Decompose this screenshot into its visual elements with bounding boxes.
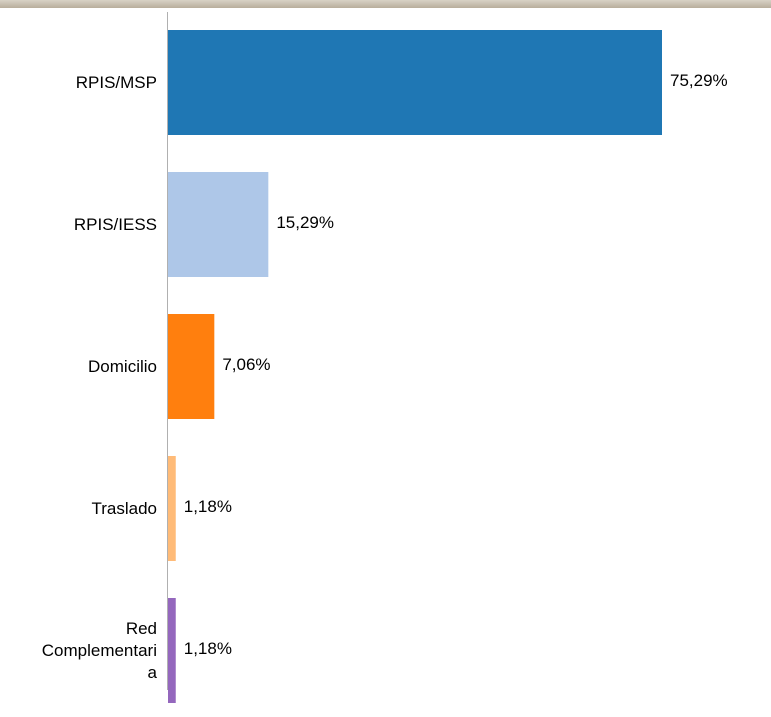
value-label: 7,06% [222, 354, 271, 374]
category-label: RPIS/MSP [75, 72, 157, 92]
top-border [0, 0, 771, 8]
value-label: 1,18% [183, 638, 232, 658]
bar [168, 314, 215, 419]
category-label: Domicilio [88, 356, 157, 376]
value-label: 1,18% [183, 496, 232, 516]
category-label: Traslado [91, 498, 157, 518]
bar [168, 456, 176, 561]
bar [168, 30, 662, 135]
category-label: Red Complementaria [41, 618, 157, 682]
bar [168, 172, 269, 277]
category-label: RPIS/IESS [73, 214, 157, 234]
value-label: 75,29% [670, 70, 728, 90]
value-label: 15,29% [276, 212, 334, 232]
bar [168, 598, 176, 703]
